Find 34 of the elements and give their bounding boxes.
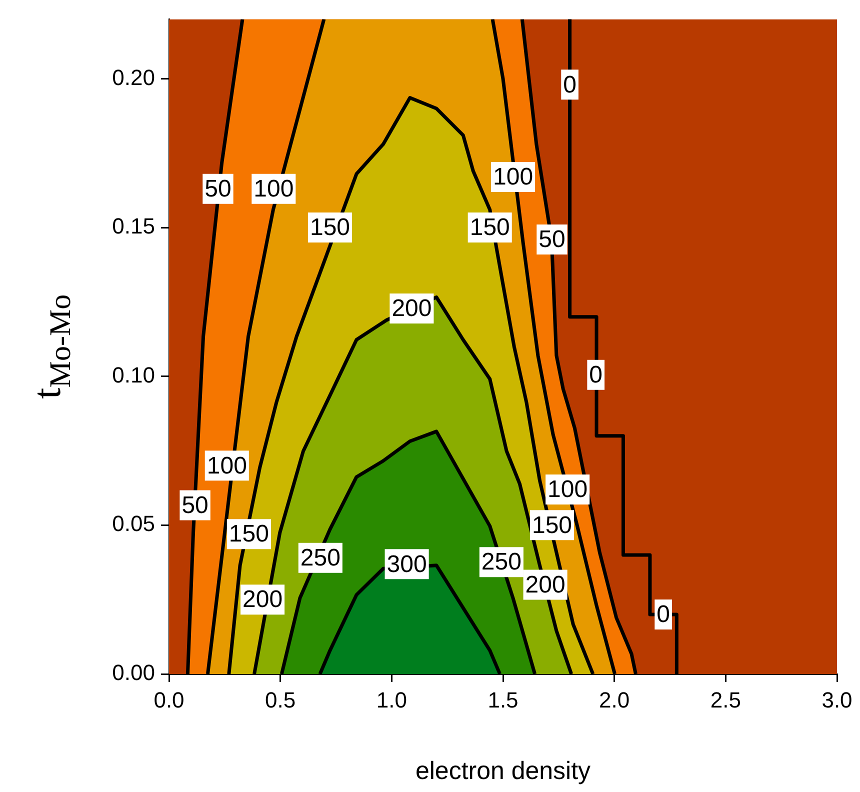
annotation: 150 (470, 214, 510, 242)
annotation: 250 (300, 544, 340, 572)
x-tick-label: 2.0 (599, 687, 630, 712)
x-tick-label: 3.0 (822, 687, 852, 712)
x-axis-title: electron density (415, 756, 592, 785)
x-tick-label: 1.0 (376, 687, 407, 712)
y-tick-label: 0.00 (112, 660, 155, 686)
y-tick-label: 0.10 (112, 362, 155, 388)
annotation: 250 (481, 548, 522, 576)
x-tick-label: 1.5 (488, 687, 518, 712)
y-tick-label: 0.05 (112, 511, 155, 536)
annotation: 100 (206, 452, 247, 480)
annotation: 150 (310, 214, 350, 242)
x-tick-label: 2.5 (710, 687, 741, 712)
annotation: 50 (538, 226, 566, 254)
y-tick-label: 0.20 (112, 64, 155, 90)
annotation: 100 (254, 175, 294, 202)
annotation: 100 (548, 476, 588, 504)
annotation: 50 (204, 175, 232, 202)
annotation: 0 (563, 71, 576, 98)
y-axis-title: tMo-Mo (24, 294, 77, 399)
annotation: 50 (182, 492, 208, 519)
annotation: 200 (242, 586, 283, 614)
annotation: 150 (532, 512, 572, 539)
annotation: 100 (492, 164, 534, 191)
x-tick-label: 0.5 (265, 687, 296, 712)
annotation: 150 (228, 520, 269, 548)
annotation: 200 (392, 295, 432, 322)
annotation: 200 (525, 571, 566, 598)
x-tick-label: 0.0 (154, 687, 184, 712)
annotation: 0 (656, 601, 670, 628)
annotation: 300 (386, 550, 427, 578)
y-tick-label: 0.15 (112, 214, 155, 239)
annotation: 0 (589, 362, 603, 388)
